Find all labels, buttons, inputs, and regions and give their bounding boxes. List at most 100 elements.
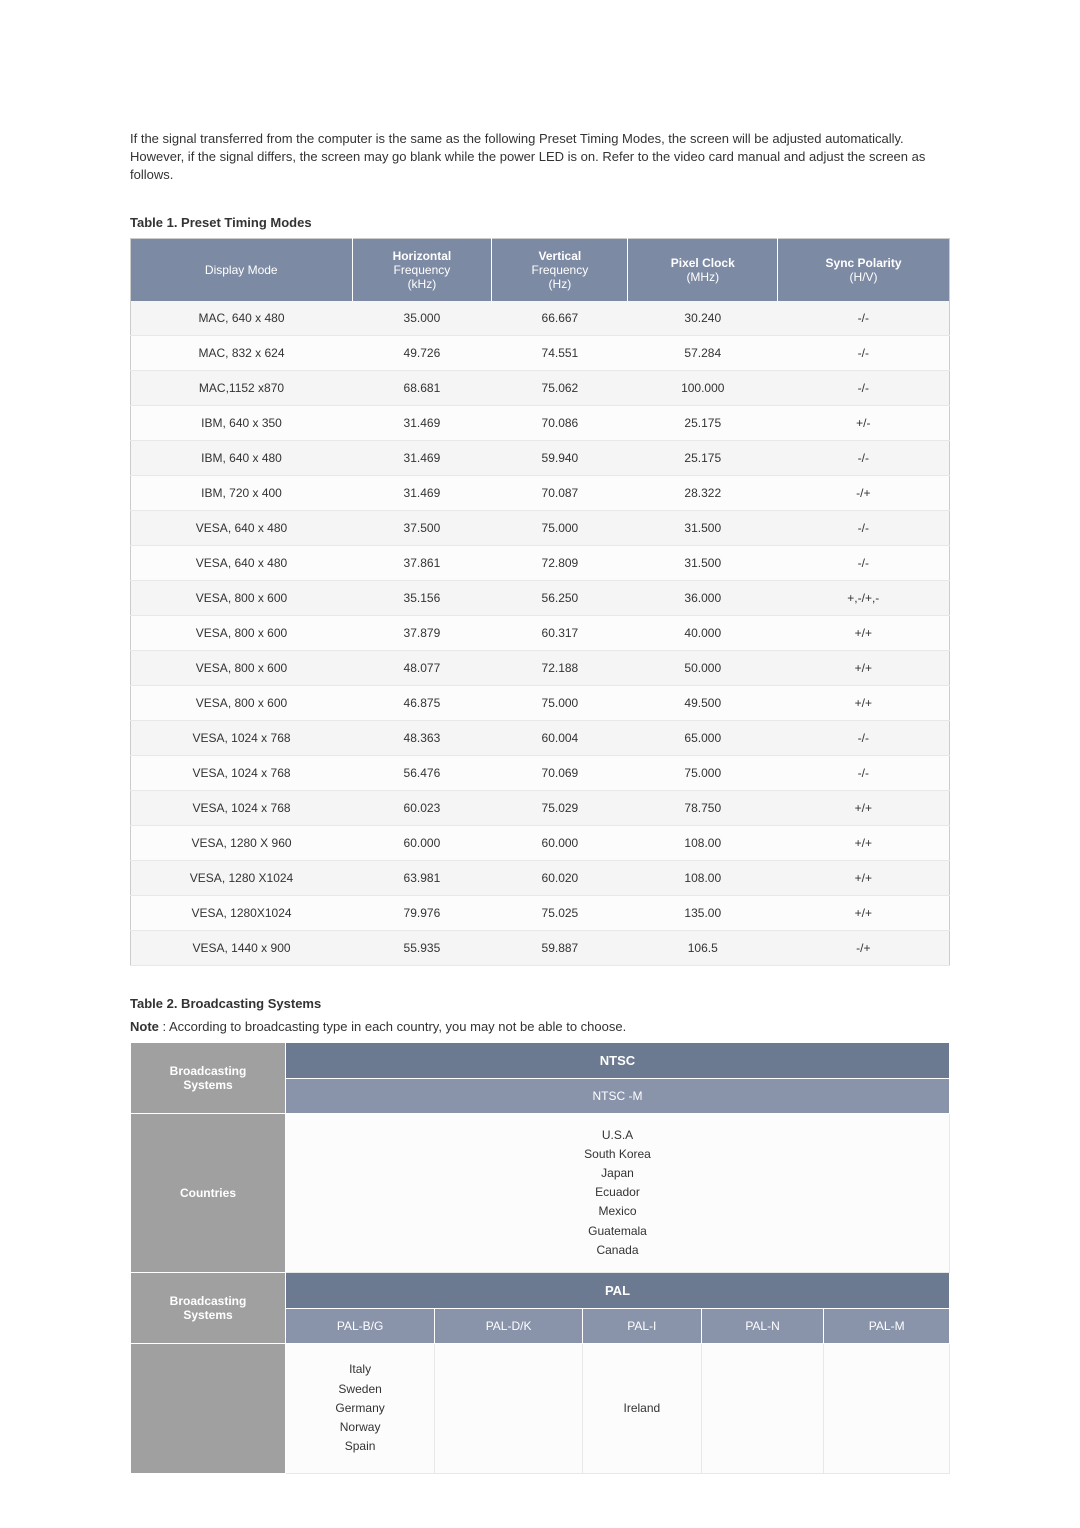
table-cell-hfreq: 31.469 [352,440,492,475]
table-cell-sync: +,-/+,- [778,580,950,615]
clock-unit: (MHz) [686,270,719,284]
table-cell-vfreq: 56.250 [492,580,628,615]
ntsc-header: NTSC [286,1042,950,1078]
table-cell-hfreq: 48.363 [352,720,492,755]
table-cell-clock: 25.175 [628,440,778,475]
countries-header: Countries [131,1113,286,1272]
table-cell-hfreq: 49.726 [352,335,492,370]
pal-country-cell [701,1343,824,1473]
table-cell-hfreq: 37.861 [352,545,492,580]
table-cell-sync: +/+ [778,685,950,720]
table-row: VESA, 640 x 48037.86172.80931.500-/- [131,545,950,580]
hfreq-unit: (kHz) [408,277,437,291]
table-cell-hfreq: 46.875 [352,685,492,720]
pal-sub-header: PAL-B/G [286,1308,435,1343]
vfreq-sublabel: Frequency [532,263,589,277]
table-row: MAC,1152 x87068.68175.062100.000-/- [131,370,950,405]
table-cell-sync: +/+ [778,615,950,650]
table-cell-sync: -/- [778,510,950,545]
table-row: VESA, 800 x 60046.87575.00049.500+/+ [131,685,950,720]
table-cell-mode: MAC, 640 x 480 [131,301,353,336]
table-cell-sync: +/- [778,405,950,440]
table-cell-sync: +/+ [778,895,950,930]
table-cell-vfreq: 66.667 [492,301,628,336]
table1-title: Table 1. Preset Timing Modes [130,215,950,230]
bcast-label: Broadcasting [170,1064,247,1078]
table-cell-vfreq: 70.086 [492,405,628,440]
table-cell-vfreq: 70.087 [492,475,628,510]
table-row: VESA, 800 x 60048.07772.18850.000+/+ [131,650,950,685]
table-cell-mode: VESA, 800 x 600 [131,650,353,685]
table-cell-clock: 135.00 [628,895,778,930]
table-cell-clock: 75.000 [628,755,778,790]
col-sync-polarity: Sync Polarity (H/V) [778,238,950,301]
table-cell-hfreq: 60.023 [352,790,492,825]
table-cell-vfreq: 59.887 [492,930,628,965]
table-cell-sync: +/+ [778,825,950,860]
table-row: VESA, 1024 x 76856.47670.06975.000-/- [131,755,950,790]
table-cell-hfreq: 31.469 [352,405,492,440]
table-cell-vfreq: 72.809 [492,545,628,580]
table-cell-vfreq: 60.317 [492,615,628,650]
table-cell-mode: VESA, 800 x 600 [131,615,353,650]
table-cell-mode: VESA, 1024 x 768 [131,790,353,825]
table-cell-sync: -/+ [778,930,950,965]
pal-main-row: Broadcasting Systems PAL [131,1272,950,1308]
broadcasting-systems-header-1: Broadcasting Systems [131,1042,286,1113]
table-cell-mode: VESA, 1024 x 768 [131,755,353,790]
table-cell-hfreq: 60.000 [352,825,492,860]
clock-label: Pixel Clock [671,256,735,270]
table-row: VESA, 800 x 60035.15656.25036.000+,-/+,- [131,580,950,615]
hfreq-label: Horizontal [393,249,452,263]
table-row: IBM, 640 x 35031.46970.08625.175+/- [131,405,950,440]
timing-modes-table: Display Mode Horizontal Frequency (kHz) … [130,238,950,966]
systems-label-2: Systems [183,1308,232,1322]
table-row: VESA, 1280 X102463.98160.020108.00+/+ [131,860,950,895]
table-cell-vfreq: 60.004 [492,720,628,755]
table-cell-clock: 100.000 [628,370,778,405]
table-cell-vfreq: 59.940 [492,440,628,475]
table-cell-mode: VESA, 1024 x 768 [131,720,353,755]
table-cell-clock: 40.000 [628,615,778,650]
table2-note: Note : According to broadcasting type in… [130,1019,950,1034]
table-cell-mode: IBM, 640 x 480 [131,440,353,475]
col-horizontal-freq: Horizontal Frequency (kHz) [352,238,492,301]
table-row: VESA, 1280X102479.97675.025135.00+/+ [131,895,950,930]
table-cell-hfreq: 68.681 [352,370,492,405]
table-cell-vfreq: 60.020 [492,860,628,895]
hfreq-sublabel: Frequency [394,263,451,277]
table-cell-mode: VESA, 1280X1024 [131,895,353,930]
table-cell-hfreq: 79.976 [352,895,492,930]
table-cell-clock: 49.500 [628,685,778,720]
table-cell-sync: +/+ [778,790,950,825]
col-display-mode: Display Mode [131,238,353,301]
table-cell-vfreq: 75.062 [492,370,628,405]
table-cell-sync: -/- [778,720,950,755]
pal-sub-header: PAL-M [824,1308,950,1343]
table-row: VESA, 800 x 60037.87960.31740.000+/+ [131,615,950,650]
table-cell-sync: -/- [778,545,950,580]
table-cell-vfreq: 75.000 [492,685,628,720]
table-cell-sync: -/- [778,440,950,475]
col-vertical-freq: Vertical Frequency (Hz) [492,238,628,301]
table-cell-vfreq: 75.029 [492,790,628,825]
table-cell-sync: -/- [778,335,950,370]
broadcasting-systems-header-2: Broadcasting Systems [131,1272,286,1343]
table-cell-hfreq: 35.156 [352,580,492,615]
table-cell-mode: VESA, 1280 X 960 [131,825,353,860]
table-row: VESA, 1280 X 96060.00060.000108.00+/+ [131,825,950,860]
sync-unit: (H/V) [850,270,878,284]
table-cell-sync: -/- [778,755,950,790]
ntsc-main-row: Broadcasting Systems NTSC [131,1042,950,1078]
table-row: VESA, 1440 x 90055.93559.887106.5-/+ [131,930,950,965]
pal-countries-row: ItalySwedenGermanyNorwaySpainIreland [131,1343,950,1473]
table-cell-hfreq: 55.935 [352,930,492,965]
table-cell-clock: 31.500 [628,545,778,580]
table-cell-clock: 78.750 [628,790,778,825]
pal-sub-header: PAL-N [701,1308,824,1343]
broadcasting-table: Broadcasting Systems NTSC NTSC -M Countr… [130,1042,950,1474]
table-cell-hfreq: 37.500 [352,510,492,545]
pal-country-cell [824,1343,950,1473]
table-cell-sync: +/+ [778,860,950,895]
table-row: IBM, 720 x 40031.46970.08728.322-/+ [131,475,950,510]
